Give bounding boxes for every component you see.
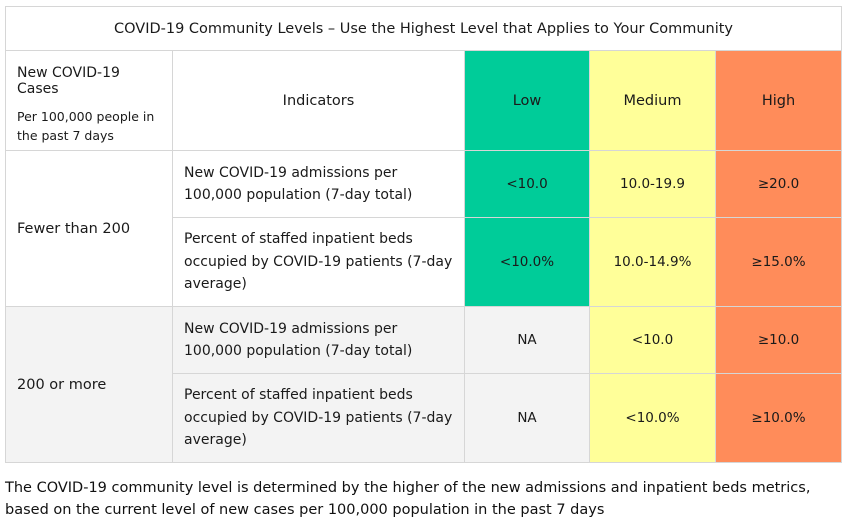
low-value-cell: <10.0% — [464, 217, 590, 307]
footnote: The COVID-19 community level is determin… — [5, 480, 811, 518]
group-label-fewer-than-200: Fewer than 200 — [5, 150, 173, 307]
medium-level-header: Medium — [589, 50, 716, 151]
indicator-cell: New COVID-19 admissions per 100,000 popu… — [172, 150, 465, 218]
table-row: 200 or more New COVID-19 admissions per … — [5, 306, 843, 463]
low-value-cell: NA — [464, 373, 590, 463]
community-levels-table: COVID-19 Community Levels – Use the High… — [4, 6, 843, 463]
high-value-cell: ≥10.0% — [714, 373, 843, 463]
low-value-cell: <10.0 — [464, 150, 590, 218]
indicator-cell: New COVID-19 admissions per 100,000 popu… — [172, 306, 465, 374]
group-label-200-or-more: 200 or more — [5, 306, 173, 463]
indicators-header: Indicators — [172, 50, 465, 151]
indicator-cell: Percent of staffed inpatient beds occupi… — [172, 373, 465, 463]
high-value-cell: ≥15.0% — [714, 217, 843, 307]
table-row: Fewer than 200 New COVID-19 admissions p… — [5, 150, 843, 307]
cases-header: New COVID-19 Cases Per 100,000 people in… — [5, 50, 173, 151]
indicator-cell: Percent of staffed inpatient beds occupi… — [172, 217, 465, 307]
table-row: Percent of staffed inpatient beds occupi… — [6, 373, 843, 463]
table-row: Percent of staffed inpatient beds occupi… — [6, 217, 843, 307]
cases-header-title: New COVID-19 Cases — [17, 65, 120, 97]
high-value-cell: ≥20.0 — [714, 150, 843, 218]
medium-value-cell: <10.0 — [589, 306, 716, 374]
cases-header-subtitle: Per 100,000 people in the past 7 days — [17, 109, 155, 143]
medium-value-cell: 10.0-14.9% — [589, 217, 716, 307]
community-levels-table-wrapper: COVID-19 Community Levels – Use the High… — [4, 6, 843, 463]
medium-value-cell: 10.0-19.9 — [589, 150, 716, 218]
medium-value-cell: <10.0% — [589, 373, 716, 463]
low-level-header: Low — [464, 50, 590, 151]
table-title: COVID-19 Community Levels – Use the High… — [4, 6, 843, 51]
low-value-cell: NA — [464, 306, 590, 374]
high-level-header: High — [714, 50, 843, 151]
high-value-cell: ≥10.0 — [714, 306, 843, 374]
